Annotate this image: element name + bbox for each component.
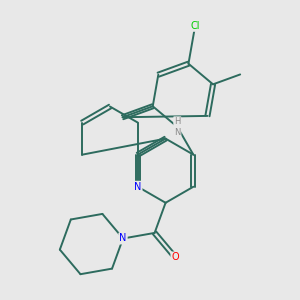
Text: Cl: Cl <box>190 21 200 31</box>
Text: O: O <box>171 253 179 262</box>
Text: N: N <box>134 182 142 192</box>
Text: H
N: H N <box>174 117 181 136</box>
Text: N: N <box>119 233 127 244</box>
